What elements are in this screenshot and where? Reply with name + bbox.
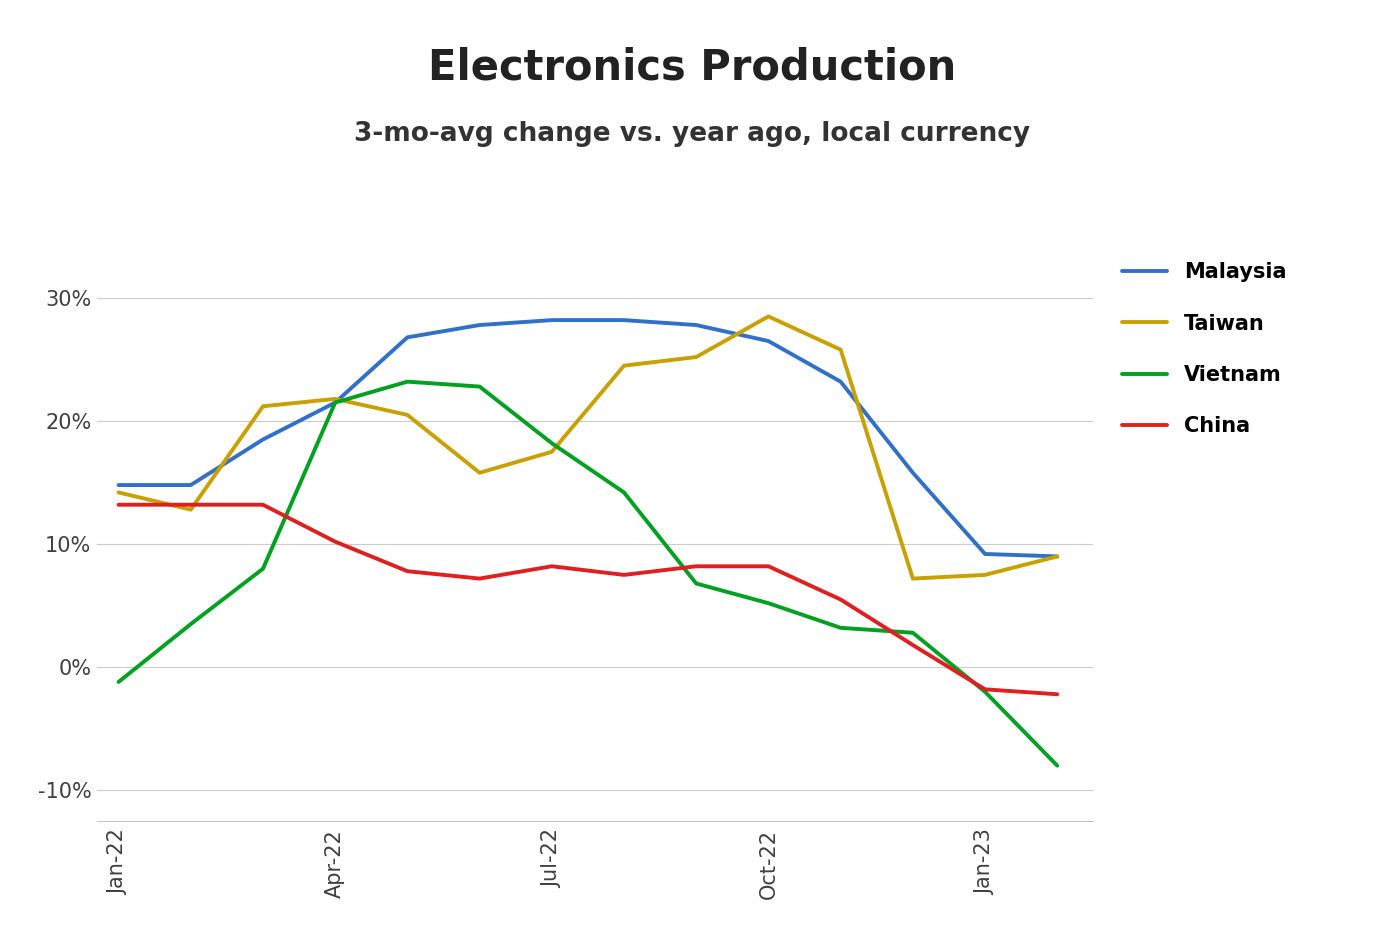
Line: Vietnam: Vietnam (119, 382, 1057, 766)
Taiwan (255, 400, 271, 411)
Vietnam (399, 376, 415, 387)
Malaysia (327, 397, 343, 408)
Line: Malaysia: Malaysia (119, 320, 1057, 556)
China (327, 536, 343, 548)
China (111, 499, 127, 510)
Taiwan (472, 467, 489, 479)
Vietnam (832, 622, 848, 634)
Vietnam (472, 381, 489, 392)
China (688, 561, 704, 572)
Text: Electronics Production: Electronics Production (428, 47, 956, 89)
Text: 3-mo-avg change vs. year ago, local currency: 3-mo-avg change vs. year ago, local curr… (354, 121, 1030, 147)
China (255, 499, 271, 510)
Taiwan (616, 360, 632, 371)
Malaysia (905, 467, 922, 479)
Line: Taiwan: Taiwan (119, 316, 1057, 578)
Malaysia (399, 332, 415, 343)
Taiwan (977, 569, 994, 580)
Malaysia (183, 480, 199, 491)
China (472, 573, 489, 584)
Malaysia (255, 434, 271, 445)
Malaysia (832, 376, 848, 387)
Vietnam (327, 397, 343, 408)
Vietnam (111, 676, 127, 688)
China (1049, 689, 1066, 700)
Taiwan (183, 504, 199, 515)
Vietnam (616, 487, 632, 498)
China (544, 561, 561, 572)
Malaysia (688, 319, 704, 330)
Vietnam (1049, 760, 1066, 772)
Vietnam (760, 598, 776, 609)
Malaysia (111, 480, 127, 491)
Taiwan (399, 410, 415, 421)
China (760, 561, 776, 572)
Taiwan (760, 311, 776, 322)
Vietnam (183, 619, 199, 630)
Vietnam (688, 578, 704, 589)
Taiwan (905, 573, 922, 584)
Malaysia (616, 314, 632, 326)
China (832, 594, 848, 606)
Taiwan (111, 487, 127, 498)
Taiwan (832, 344, 848, 355)
China (183, 499, 199, 510)
Line: China: China (119, 505, 1057, 694)
Vietnam (544, 438, 561, 449)
Malaysia (544, 314, 561, 326)
Legend: Malaysia, Taiwan, Vietnam, China: Malaysia, Taiwan, Vietnam, China (1113, 254, 1295, 444)
Malaysia (1049, 550, 1066, 562)
Taiwan (544, 446, 561, 457)
Malaysia (977, 549, 994, 560)
China (616, 569, 632, 580)
China (905, 639, 922, 650)
Vietnam (977, 686, 994, 697)
Malaysia (760, 336, 776, 347)
Vietnam (255, 564, 271, 575)
Taiwan (1049, 550, 1066, 562)
China (977, 684, 994, 695)
Vietnam (905, 627, 922, 638)
Taiwan (327, 394, 343, 405)
China (399, 565, 415, 577)
Malaysia (472, 319, 489, 330)
Taiwan (688, 352, 704, 363)
